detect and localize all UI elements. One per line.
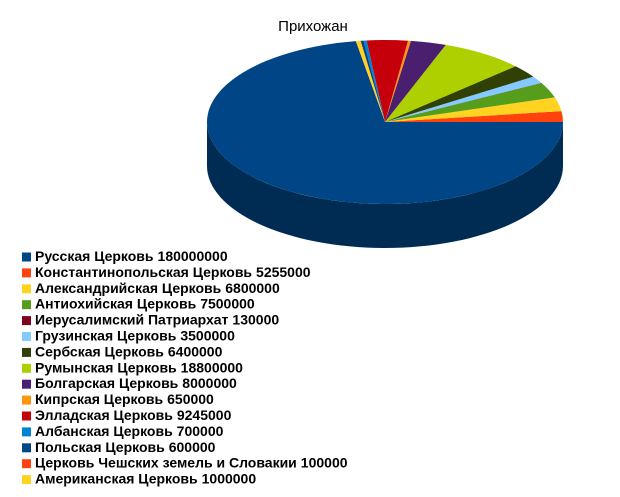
- legend-name: Кипрская Церковь: [35, 391, 164, 407]
- legend-label: Александрийская Церковь 6800000: [35, 280, 280, 296]
- legend-swatch: [22, 268, 31, 278]
- legend-label: Польская Церковь 600000: [35, 439, 216, 455]
- slice: [385, 83, 555, 122]
- legend-name: Иерусалимский Патриархат: [35, 311, 229, 327]
- legend-swatch: [22, 316, 31, 326]
- chart-title: Прихожан: [278, 18, 348, 35]
- legend-label: Церковь Чешских земель и Словакии 100000: [35, 454, 348, 470]
- legend-label: Болгарская Церковь 8000000: [35, 375, 237, 391]
- legend-value: 8000000: [182, 375, 237, 391]
- legend-value: 100000: [301, 454, 348, 470]
- legend-name: Грузинская Церковь: [35, 327, 177, 343]
- legend-value: 180000000: [158, 248, 228, 264]
- legend-label: Американская Церковь 1000000: [35, 470, 256, 486]
- legend-value: 130000: [232, 311, 279, 327]
- legend-swatch: [22, 332, 31, 341]
- legend-swatch: [22, 443, 31, 453]
- legend-name: Элладская Церковь: [35, 407, 173, 423]
- pie: [207, 39, 563, 248]
- legend-value: 5255000: [256, 264, 311, 280]
- legend-name: Константинопольская Церковь: [35, 264, 252, 280]
- slice: [360, 40, 385, 122]
- legend-name: Болгарская Церковь: [35, 375, 179, 391]
- legend-name: Сербская Церковь: [35, 343, 164, 359]
- slice: [385, 40, 446, 122]
- legend-label: Иерусалимский Патриархат 130000: [35, 311, 279, 327]
- legend-swatch: [22, 284, 31, 294]
- legend-swatch: [22, 300, 31, 310]
- legend-swatch: [22, 459, 31, 469]
- legend-label: Русская Церковь 180000000: [35, 248, 228, 264]
- legend-swatch: [22, 427, 31, 437]
- legend-value: 700000: [177, 423, 224, 439]
- legend-label: Элладская Церковь 9245000: [35, 407, 232, 423]
- legend-swatch: [22, 395, 31, 405]
- legend-value: 7500000: [200, 295, 255, 311]
- legend-value: 1000000: [202, 470, 257, 486]
- legend-value: 18800000: [181, 359, 244, 375]
- legend-label: Антиохийская Церковь 7500000: [35, 295, 255, 311]
- slice: [355, 40, 385, 122]
- legend-value: 9245000: [177, 407, 232, 423]
- legend-name: Церковь Чешских земель и Словакии: [35, 454, 297, 470]
- legend-value: 3500000: [180, 327, 235, 343]
- legend-name: Александрийская Церковь: [35, 280, 222, 296]
- slice: [385, 40, 411, 123]
- slice: [385, 82, 542, 122]
- legend-name: Американская Церковь: [35, 470, 198, 486]
- legend-value: 6800000: [225, 280, 280, 296]
- slice: [385, 111, 563, 122]
- slice: [385, 66, 534, 122]
- legend-name: Румынская Церковь: [35, 359, 177, 375]
- legend-swatch: [22, 363, 31, 373]
- legend-name: Антиохийская Церковь: [35, 295, 197, 311]
- legend-label: Кипрская Церковь 650000: [35, 391, 214, 407]
- legend-value: 6400000: [168, 343, 223, 359]
- slice: [385, 76, 542, 122]
- legend-label: Сербская Церковь 6400000: [35, 343, 223, 359]
- legend-label: Грузинская Церковь 3500000: [35, 327, 235, 343]
- legend-label: Константинопольская Церковь 5255000: [35, 264, 311, 280]
- slice-side: [207, 122, 563, 248]
- legend-swatch: [22, 379, 31, 389]
- slice: [366, 39, 409, 122]
- legend-name: Албанская Церковь: [35, 423, 173, 439]
- slice: [360, 40, 385, 122]
- legend-name: Русская Церковь: [35, 248, 154, 264]
- slice: [207, 41, 563, 205]
- slice: [385, 44, 516, 122]
- legend-label: Албанская Церковь 700000: [35, 423, 224, 439]
- legend-swatch: [22, 252, 31, 262]
- legend-swatch: [22, 475, 31, 485]
- slice: [363, 40, 385, 122]
- legend-swatch: [22, 347, 31, 357]
- legend-swatch: [22, 411, 31, 421]
- slice: [385, 97, 562, 122]
- legend-label: Румынская Церковь 18800000: [35, 359, 243, 375]
- legend-value: 600000: [169, 439, 216, 455]
- legend-value: 650000: [167, 391, 214, 407]
- legend: Русская Церковь 180000000Константинопольс…: [22, 248, 348, 486]
- legend-name: Польская Церковь: [35, 439, 165, 455]
